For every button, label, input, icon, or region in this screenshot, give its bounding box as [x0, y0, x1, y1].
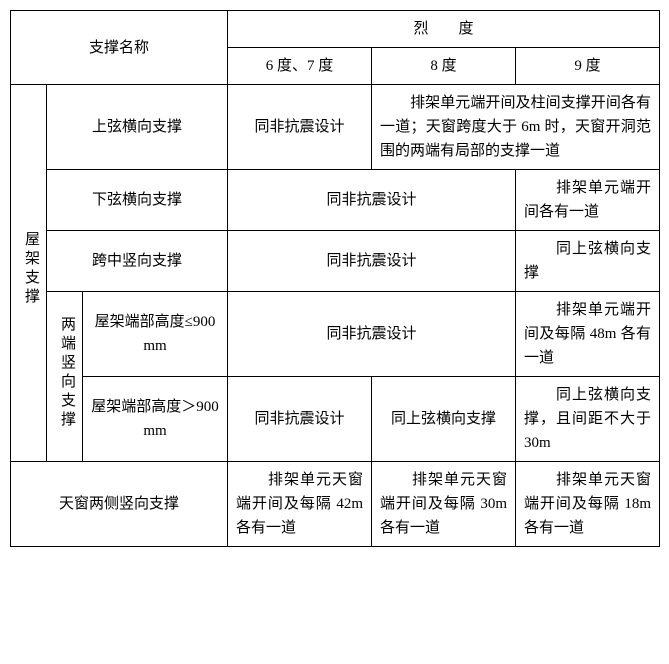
- hdr-col-67: 6 度、7 度: [228, 48, 372, 85]
- r5-c67: 排架单元天窗端开间及每隔 42m 各有一道: [228, 462, 372, 547]
- row-top-chord: 屋架支撑 上弦横向支撑 同非抗震设计 排架单元端开间及柱间支撑开间各有一道；天窗…: [11, 85, 660, 170]
- r2-c9: 排架单元端开间各有一道: [516, 170, 660, 231]
- row-end-vert-a: 两端竖向支撑 屋架端部高度≤900mm 同非抗震设计 排架单元端开间及每隔 48…: [11, 292, 660, 377]
- r4b-c9: 同上弦横向支撑，且间距不大于 30m: [516, 377, 660, 462]
- hdr-col-8: 8 度: [372, 48, 516, 85]
- row-mid-vertical: 跨中竖向支撑 同非抗震设计 同上弦横向支撑: [11, 231, 660, 292]
- hdr-intensity: 烈 度: [228, 11, 660, 48]
- header-row-1: 支撑名称 烈 度: [11, 11, 660, 48]
- r1-c89: 排架单元端开间及柱间支撑开间各有一道；天窗跨度大于 6m 时，天窗开洞范围的两端…: [372, 85, 660, 170]
- r4a-c9: 排架单元端开间及每隔 48m 各有一道: [516, 292, 660, 377]
- r5-c8: 排架单元天窗端开间及每隔 30m 各有一道: [372, 462, 516, 547]
- r3-c9: 同上弦横向支撑: [516, 231, 660, 292]
- r4-group-label: 两端竖向支撑: [55, 316, 79, 430]
- r4b-c8: 同上弦横向支撑: [372, 377, 516, 462]
- group-roof-truss: 屋架支撑: [11, 85, 47, 462]
- hdr-col-9: 9 度: [516, 48, 660, 85]
- r4b-name: 屋架端部高度＞900mm: [83, 377, 228, 462]
- r2-c678: 同非抗震设计: [228, 170, 516, 231]
- r5-name: 天窗两侧竖向支撑: [11, 462, 228, 547]
- bracing-table: 支撑名称 烈 度 6 度、7 度 8 度 9 度 屋架支撑 上弦横向支撑 同非抗…: [10, 10, 660, 547]
- hdr-support-name: 支撑名称: [11, 11, 228, 85]
- r2-name: 下弦横向支撑: [47, 170, 228, 231]
- r4-group: 两端竖向支撑: [47, 292, 83, 462]
- group-roof-truss-label: 屋架支撑: [19, 231, 43, 307]
- row-bottom-chord: 下弦横向支撑 同非抗震设计 排架单元端开间各有一道: [11, 170, 660, 231]
- r5-c9: 排架单元天窗端开间及每隔 18m 各有一道: [516, 462, 660, 547]
- row-end-vert-b: 屋架端部高度＞900mm 同非抗震设计 同上弦横向支撑 同上弦横向支撑，且间距不…: [11, 377, 660, 462]
- r1-name: 上弦横向支撑: [47, 85, 228, 170]
- r4a-name: 屋架端部高度≤900mm: [83, 292, 228, 377]
- r1-c67: 同非抗震设计: [228, 85, 372, 170]
- r4b-c67: 同非抗震设计: [228, 377, 372, 462]
- row-skylight-vertical: 天窗两侧竖向支撑 排架单元天窗端开间及每隔 42m 各有一道 排架单元天窗端开间…: [11, 462, 660, 547]
- r3-name: 跨中竖向支撑: [47, 231, 228, 292]
- r4a-c678: 同非抗震设计: [228, 292, 516, 377]
- r3-c678: 同非抗震设计: [228, 231, 516, 292]
